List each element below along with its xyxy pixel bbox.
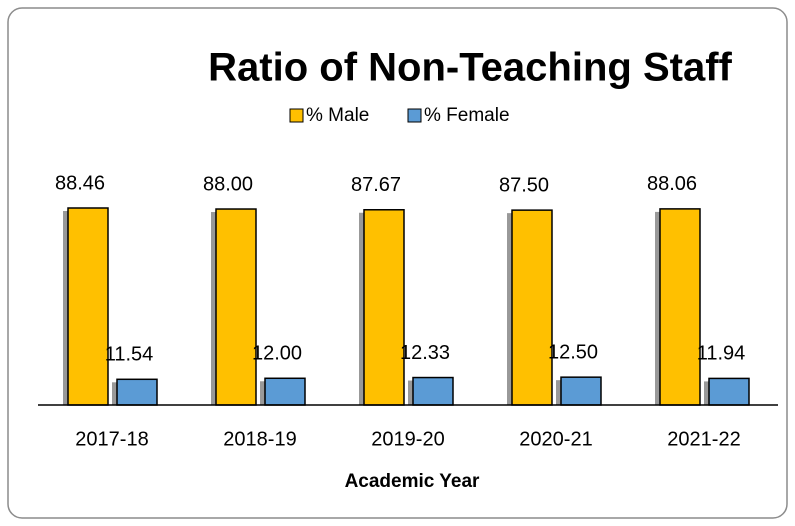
bar <box>659 208 701 406</box>
bar-shadow <box>112 382 118 405</box>
bar <box>116 378 158 406</box>
legend-swatch <box>289 108 304 123</box>
data-label: 88.00 <box>203 173 253 195</box>
legend-swatch <box>407 108 422 123</box>
bar-shadow <box>359 212 365 405</box>
bar-shadow <box>556 380 562 405</box>
data-label: 12.00 <box>252 343 302 365</box>
bar-shadow <box>63 210 69 405</box>
x-tick-label: 2019-20 <box>371 428 444 450</box>
data-label: 11.94 <box>697 343 746 365</box>
bar <box>363 209 405 406</box>
bar <box>215 208 257 406</box>
x-tick-label: 2020-21 <box>519 428 592 450</box>
data-label: 88.46 <box>55 172 105 194</box>
bar <box>264 377 306 406</box>
bar-shadow <box>655 211 661 405</box>
bar-shadow <box>704 381 710 405</box>
data-label: 87.50 <box>499 174 549 196</box>
bar <box>412 376 454 406</box>
data-label: 11.54 <box>105 344 154 366</box>
bar <box>708 377 750 406</box>
bar <box>67 207 109 406</box>
x-tick-label: 2021-22 <box>667 428 740 450</box>
data-label: 12.33 <box>400 342 450 364</box>
chart-title: Ratio of Non-Teaching Staff <box>208 46 732 90</box>
x-tick-label: 2017-18 <box>75 428 148 450</box>
data-label: 87.67 <box>351 174 401 196</box>
x-axis-title: Academic Year <box>345 471 480 492</box>
bar <box>560 376 602 406</box>
x-tick-label: 2018-19 <box>223 428 296 450</box>
legend-label: % Female <box>424 105 510 126</box>
bar-shadow <box>260 381 266 405</box>
data-label: 88.06 <box>647 173 697 195</box>
legend-label: % Male <box>306 105 369 126</box>
bar-shadow <box>507 213 513 405</box>
data-label: 12.50 <box>548 341 598 363</box>
bar-shadow <box>211 212 217 405</box>
bar <box>511 209 553 406</box>
bar-shadow <box>408 380 414 405</box>
